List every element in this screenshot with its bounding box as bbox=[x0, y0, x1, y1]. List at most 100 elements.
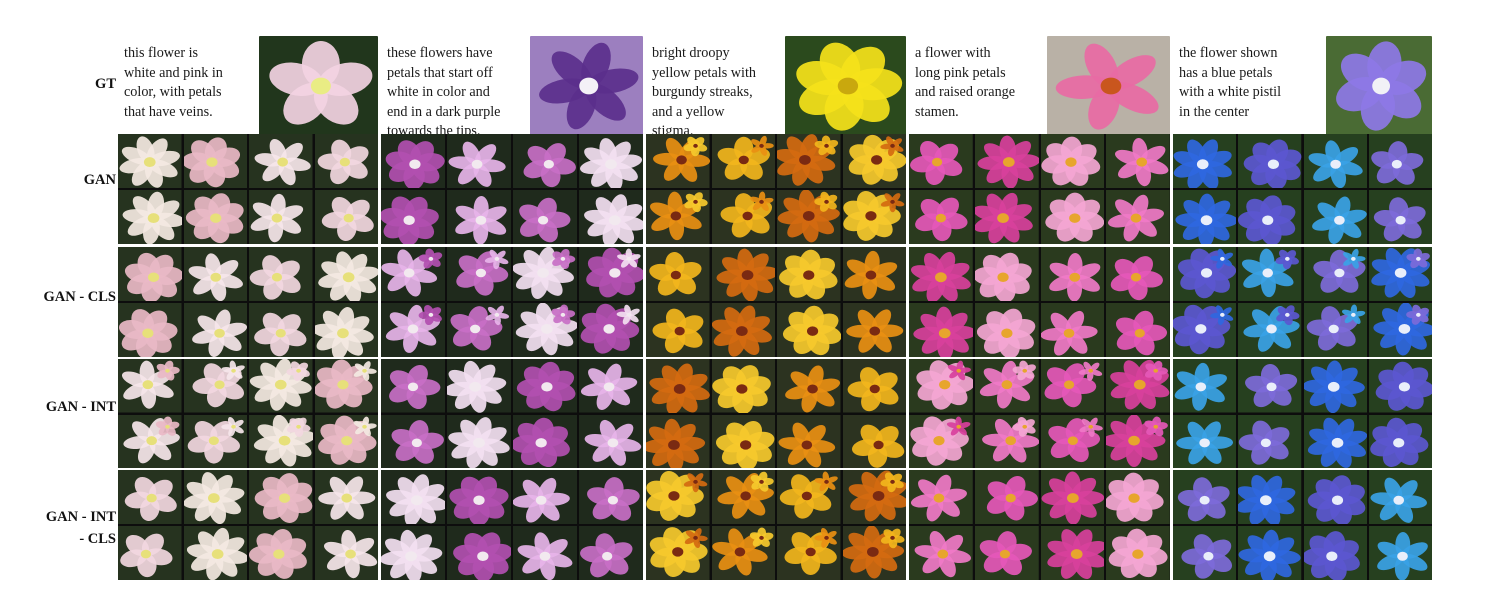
generated-flower-image bbox=[1106, 303, 1170, 357]
generated-flower-image bbox=[183, 190, 247, 244]
generated-flower-image bbox=[314, 303, 378, 357]
caption-3: bright droopy yellow petals with burgundy … bbox=[652, 45, 757, 139]
generated-flower-image bbox=[1238, 247, 1302, 301]
generated-grid-row1-col5 bbox=[1173, 134, 1432, 244]
generated-flower-image bbox=[974, 470, 1039, 524]
generated-flower-image bbox=[777, 247, 841, 301]
generated-flower-image bbox=[579, 134, 643, 188]
generated-flower-image bbox=[1106, 134, 1170, 188]
generated-flower-image bbox=[711, 134, 775, 188]
generated-flower-image bbox=[777, 359, 841, 413]
generated-flower-image bbox=[447, 526, 511, 580]
generated-flower-image bbox=[1368, 526, 1432, 580]
generated-flower-image bbox=[974, 414, 1039, 468]
generated-flower-image bbox=[513, 359, 577, 413]
generated-flower-image bbox=[118, 303, 182, 357]
generated-flower-image bbox=[249, 359, 313, 413]
generated-grid-row2-col5 bbox=[1173, 247, 1432, 357]
generated-flower-image bbox=[646, 414, 710, 468]
generated-flower-image bbox=[1368, 470, 1432, 524]
generated-flower-image bbox=[777, 526, 841, 580]
generated-flower-image bbox=[118, 414, 182, 468]
generated-flower-image bbox=[777, 470, 841, 524]
generated-flower-image bbox=[974, 247, 1039, 301]
generated-grid-row4-col3 bbox=[646, 470, 906, 580]
generated-flower-image bbox=[909, 470, 973, 524]
generated-flower-image bbox=[314, 134, 378, 188]
generated-grid-row2-col1 bbox=[118, 247, 378, 357]
generated-flower-image bbox=[513, 526, 577, 580]
generated-flower-image bbox=[183, 247, 247, 301]
generated-flower-image bbox=[579, 359, 643, 413]
generated-flower-image bbox=[909, 134, 973, 188]
generated-flower-image bbox=[1238, 526, 1302, 580]
generated-grid-row3-col1 bbox=[118, 359, 378, 468]
generated-flower-image bbox=[909, 247, 973, 301]
generated-flower-image bbox=[909, 359, 973, 413]
generated-flower-image bbox=[646, 303, 710, 357]
generated-flower-image bbox=[381, 134, 445, 188]
generated-flower-image bbox=[579, 303, 643, 357]
generated-grid-row3-col4 bbox=[909, 359, 1170, 468]
generated-flower-image bbox=[447, 190, 511, 244]
generated-flower-image bbox=[711, 359, 775, 413]
generated-flower-image bbox=[1368, 303, 1432, 357]
generated-flower-image bbox=[447, 359, 511, 413]
row-label-4: GAN - INT - CLS bbox=[45, 509, 116, 547]
generated-flower-image bbox=[1238, 303, 1302, 357]
generated-flower-image bbox=[118, 526, 182, 580]
generated-flower-image bbox=[513, 303, 577, 357]
generated-flower-image bbox=[974, 526, 1039, 580]
generated-flower-image bbox=[974, 134, 1039, 188]
generated-flower-image bbox=[118, 190, 182, 244]
generated-flower-image bbox=[447, 470, 511, 524]
generated-flower-image bbox=[249, 134, 313, 188]
generated-flower-image bbox=[646, 470, 710, 524]
generated-flower-image bbox=[842, 359, 906, 413]
generated-flower-image bbox=[646, 526, 710, 580]
generated-flower-image bbox=[118, 359, 182, 413]
generated-flower-image bbox=[1368, 414, 1432, 468]
generated-flower-image bbox=[513, 190, 577, 244]
generated-flower-image bbox=[1106, 190, 1170, 244]
generated-flower-image bbox=[118, 470, 182, 524]
generated-flower-image bbox=[249, 190, 313, 244]
row-label-3: GAN - INT bbox=[45, 399, 116, 415]
generated-flower-image bbox=[1173, 526, 1237, 580]
generated-flower-image bbox=[974, 303, 1039, 357]
generated-flower-image bbox=[1368, 134, 1432, 188]
generated-flower-image bbox=[314, 190, 378, 244]
generated-flower-image bbox=[842, 470, 906, 524]
generated-flower-image bbox=[513, 470, 577, 524]
generated-flower-image bbox=[249, 303, 313, 357]
generated-flower-image bbox=[842, 526, 906, 580]
generated-grid-row1-col3 bbox=[646, 134, 906, 244]
generated-flower-image bbox=[1173, 190, 1237, 244]
generated-flower-image bbox=[1238, 470, 1302, 524]
generated-flower-image bbox=[447, 247, 511, 301]
generated-flower-image bbox=[1040, 190, 1105, 244]
generated-grid-row3-col2 bbox=[381, 359, 643, 468]
row-label-2: GAN - CLS bbox=[43, 289, 116, 305]
generated-flower-image bbox=[777, 190, 841, 244]
generated-flower-image bbox=[842, 190, 906, 244]
generated-flower-image bbox=[1238, 134, 1302, 188]
generated-flower-image bbox=[381, 303, 445, 357]
generated-flower-image bbox=[447, 303, 511, 357]
generated-flower-image bbox=[381, 470, 445, 524]
generated-flower-image bbox=[1040, 414, 1105, 468]
generated-grid-row1-col4 bbox=[909, 134, 1170, 244]
generated-flower-image bbox=[183, 303, 247, 357]
generated-grid-row1-col2 bbox=[381, 134, 643, 244]
generated-flower-image bbox=[183, 470, 247, 524]
generated-flower-image bbox=[842, 247, 906, 301]
generated-flower-image bbox=[314, 359, 378, 413]
generated-flower-image bbox=[183, 134, 247, 188]
generated-grid-row4-col1 bbox=[118, 470, 378, 580]
generated-flower-image bbox=[1106, 247, 1170, 301]
generated-flower-image bbox=[1303, 470, 1367, 524]
generated-flower-image bbox=[646, 247, 710, 301]
generated-flower-image bbox=[513, 247, 577, 301]
ground-truth-image-4 bbox=[1047, 36, 1170, 136]
generated-flower-image bbox=[447, 414, 511, 468]
